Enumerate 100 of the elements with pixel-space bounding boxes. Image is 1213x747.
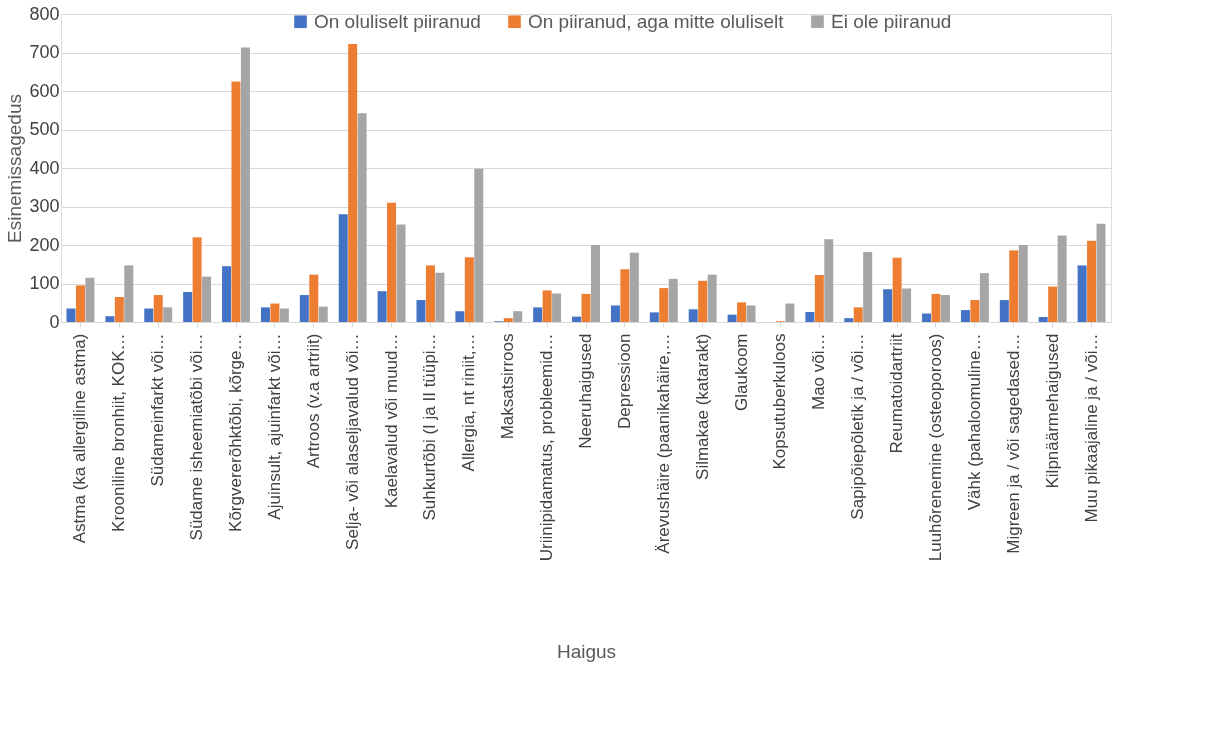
- y-tick-label: 0: [49, 311, 60, 332]
- bar: [114, 296, 124, 322]
- bar: [348, 44, 358, 322]
- bar: [1087, 240, 1097, 322]
- bar: [357, 113, 367, 322]
- bar: [66, 308, 76, 322]
- bar: [240, 47, 250, 322]
- x-tick-label: Sapipõiepõletik ja / või…: [848, 333, 868, 520]
- x-tick-label: Kõrgvererõhktõbi, kõrge…: [226, 333, 245, 532]
- bar: [883, 289, 893, 322]
- x-tick-label: Muu pikaajaline ja / või…: [1081, 333, 1101, 523]
- x-tick-label: Selja- või alaseljavalud või…: [342, 333, 362, 550]
- x-tick-label: Südame isheemiatõbi või…: [187, 333, 207, 541]
- y-tick-label: 400: [29, 157, 60, 178]
- bar: [153, 295, 163, 322]
- y-tick-label: 100: [29, 273, 60, 293]
- y-tick-label: 800: [29, 3, 60, 24]
- y-tick-label: 500: [29, 119, 60, 139]
- x-tick-label: Kopsutuberkuloos: [770, 333, 790, 470]
- bar: [1018, 245, 1028, 322]
- bar: [533, 307, 543, 322]
- bar: [863, 251, 873, 322]
- bar: [737, 302, 747, 322]
- bar: [892, 257, 902, 322]
- bar: [590, 245, 600, 322]
- bar: [338, 214, 348, 322]
- bar: [1009, 250, 1019, 322]
- bar: [785, 303, 795, 322]
- bar: [620, 269, 630, 322]
- bar: [503, 318, 513, 322]
- bar: [940, 295, 950, 322]
- bar: [979, 273, 989, 322]
- x-tick-label: Uriinipidamatus, probleemid…: [537, 333, 557, 562]
- y-tick-label: 200: [29, 234, 60, 255]
- bar: [922, 313, 932, 322]
- bar: [707, 274, 717, 322]
- bar: [688, 309, 698, 322]
- bar: [144, 308, 154, 322]
- bar: [824, 239, 834, 322]
- bar: [124, 265, 134, 322]
- legend-label: On piiranud, aga mitte oluliselt: [528, 10, 785, 32]
- x-tick-label: Maksatsirroos: [498, 333, 518, 440]
- bar: [377, 291, 387, 322]
- x-tick-label: Krooniline bronhiit, KOK…: [109, 333, 129, 532]
- bar: [270, 303, 280, 322]
- bar: [960, 310, 970, 322]
- bar: [455, 311, 465, 322]
- x-tick-label: Migreen ja / või sagedased…: [1003, 333, 1023, 554]
- x-tick-label: Ajuinsult, ajuinfarkt või…: [264, 333, 284, 520]
- bar: [853, 307, 863, 322]
- bar: [202, 276, 212, 322]
- y-tick-label: 700: [29, 42, 60, 62]
- legend-label: Ei ole piiranud: [831, 10, 952, 32]
- x-tick-label: Ärevushäire (paanikahäire,…: [653, 333, 673, 554]
- bar: [727, 314, 737, 322]
- bar: [1038, 317, 1048, 322]
- x-tick-label: Kilpnäärmehaigused: [1042, 333, 1062, 489]
- bar: [387, 202, 397, 322]
- bar: [814, 275, 824, 322]
- bar: [396, 224, 406, 322]
- bar: [572, 316, 582, 322]
- bar: [610, 305, 620, 322]
- bar: [222, 266, 232, 322]
- x-tick-label: Reumatoidartriit: [887, 333, 907, 454]
- bar: [192, 237, 202, 322]
- x-tick-label: Vähk (pahaloomuline…: [964, 333, 984, 511]
- x-tick-label: Glaukoom: [731, 333, 751, 411]
- bar: [260, 307, 270, 322]
- bar: [1096, 223, 1106, 322]
- bar: [999, 300, 1009, 322]
- bar: [805, 311, 815, 322]
- bar: [474, 168, 484, 322]
- bar: [970, 300, 980, 322]
- bar: [183, 291, 193, 322]
- x-axis-title: Haigus: [556, 640, 617, 662]
- x-tick-label: Luuhõrenemine (osteoporoos): [926, 333, 945, 562]
- legend-label: On oluliselt piiranud: [314, 10, 481, 32]
- bar: [629, 252, 639, 322]
- bar: [581, 293, 591, 322]
- x-tick-label: Artroos (v.a artriit): [303, 333, 323, 469]
- bar: [902, 288, 912, 322]
- bar: [279, 308, 289, 322]
- bar: [299, 295, 309, 322]
- bar: [659, 288, 669, 322]
- bar: [746, 305, 756, 322]
- bar: [163, 307, 173, 322]
- bar: [75, 285, 85, 322]
- y-tick-label: 600: [29, 80, 60, 101]
- bar: [1048, 286, 1058, 322]
- bar: [231, 81, 241, 322]
- y-tick-label: 300: [29, 196, 60, 216]
- x-tick-label: Kaelavalud või muud…: [381, 333, 401, 509]
- x-tick-label: Mao või…: [809, 333, 829, 411]
- bar: [513, 311, 523, 322]
- bar: [542, 290, 552, 322]
- y-axis-title: Esinemissagedus: [4, 94, 26, 243]
- bar: [668, 278, 678, 322]
- x-tick-label: Südameinfarkt või…: [148, 333, 168, 487]
- bar: [85, 277, 95, 322]
- x-tick-label: Silmakae (katarakt): [692, 333, 712, 480]
